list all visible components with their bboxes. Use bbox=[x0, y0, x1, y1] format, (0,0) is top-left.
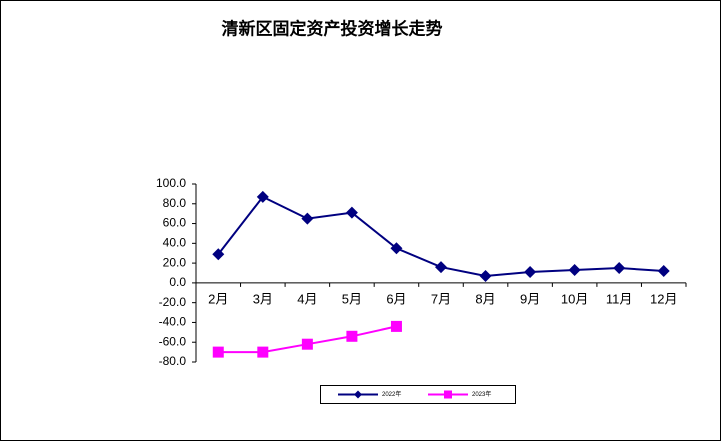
x-tick-label: 12月 bbox=[650, 291, 677, 306]
y-tick-label: 60.0 bbox=[163, 216, 187, 230]
x-tick-label: 4月 bbox=[297, 291, 317, 306]
point bbox=[346, 330, 358, 342]
x-tick-label: 2月 bbox=[208, 291, 228, 306]
y-tick-label: 80.0 bbox=[163, 196, 187, 210]
point bbox=[435, 261, 447, 274]
point bbox=[524, 266, 537, 279]
x-tick-label: 3月 bbox=[253, 291, 273, 306]
point bbox=[390, 242, 403, 255]
x-tick-label: 6月 bbox=[386, 291, 406, 306]
x-tick-label: 7月 bbox=[431, 291, 451, 306]
point bbox=[568, 264, 581, 277]
point bbox=[345, 206, 358, 219]
legend-marker bbox=[444, 390, 452, 399]
point bbox=[657, 265, 670, 278]
legend-box bbox=[320, 385, 516, 404]
y-tick-label: 100.0 bbox=[156, 176, 186, 190]
y-tick-label: -80.0 bbox=[159, 354, 187, 368]
point bbox=[256, 190, 269, 203]
x-tick-label: 11月 bbox=[606, 291, 633, 306]
y-tick-label: -40.0 bbox=[159, 315, 187, 329]
chart-title: 清新区固定资产投资增长走势 bbox=[222, 18, 443, 38]
x-tick-label: 5月 bbox=[342, 291, 362, 306]
point bbox=[212, 248, 225, 261]
x-tick-label: 9月 bbox=[520, 291, 540, 306]
legend-marker bbox=[354, 390, 362, 399]
y-tick-label: -20.0 bbox=[159, 295, 187, 309]
point bbox=[390, 320, 402, 332]
y-tick-label: 20.0 bbox=[163, 255, 187, 269]
y-tick-label: 0.0 bbox=[169, 275, 186, 289]
point bbox=[257, 346, 269, 358]
y-tick-label: -60.0 bbox=[159, 334, 187, 348]
x-tick-label: 8月 bbox=[475, 291, 495, 306]
y-tick-label: 40.0 bbox=[163, 236, 187, 250]
point bbox=[479, 269, 492, 282]
point bbox=[613, 262, 626, 275]
legend-label: 2022年 bbox=[382, 390, 401, 398]
point bbox=[212, 346, 224, 358]
legend-label: 2023年 bbox=[472, 390, 491, 398]
point bbox=[301, 212, 314, 225]
point bbox=[301, 338, 313, 350]
x-tick-label: 10月 bbox=[561, 291, 588, 306]
